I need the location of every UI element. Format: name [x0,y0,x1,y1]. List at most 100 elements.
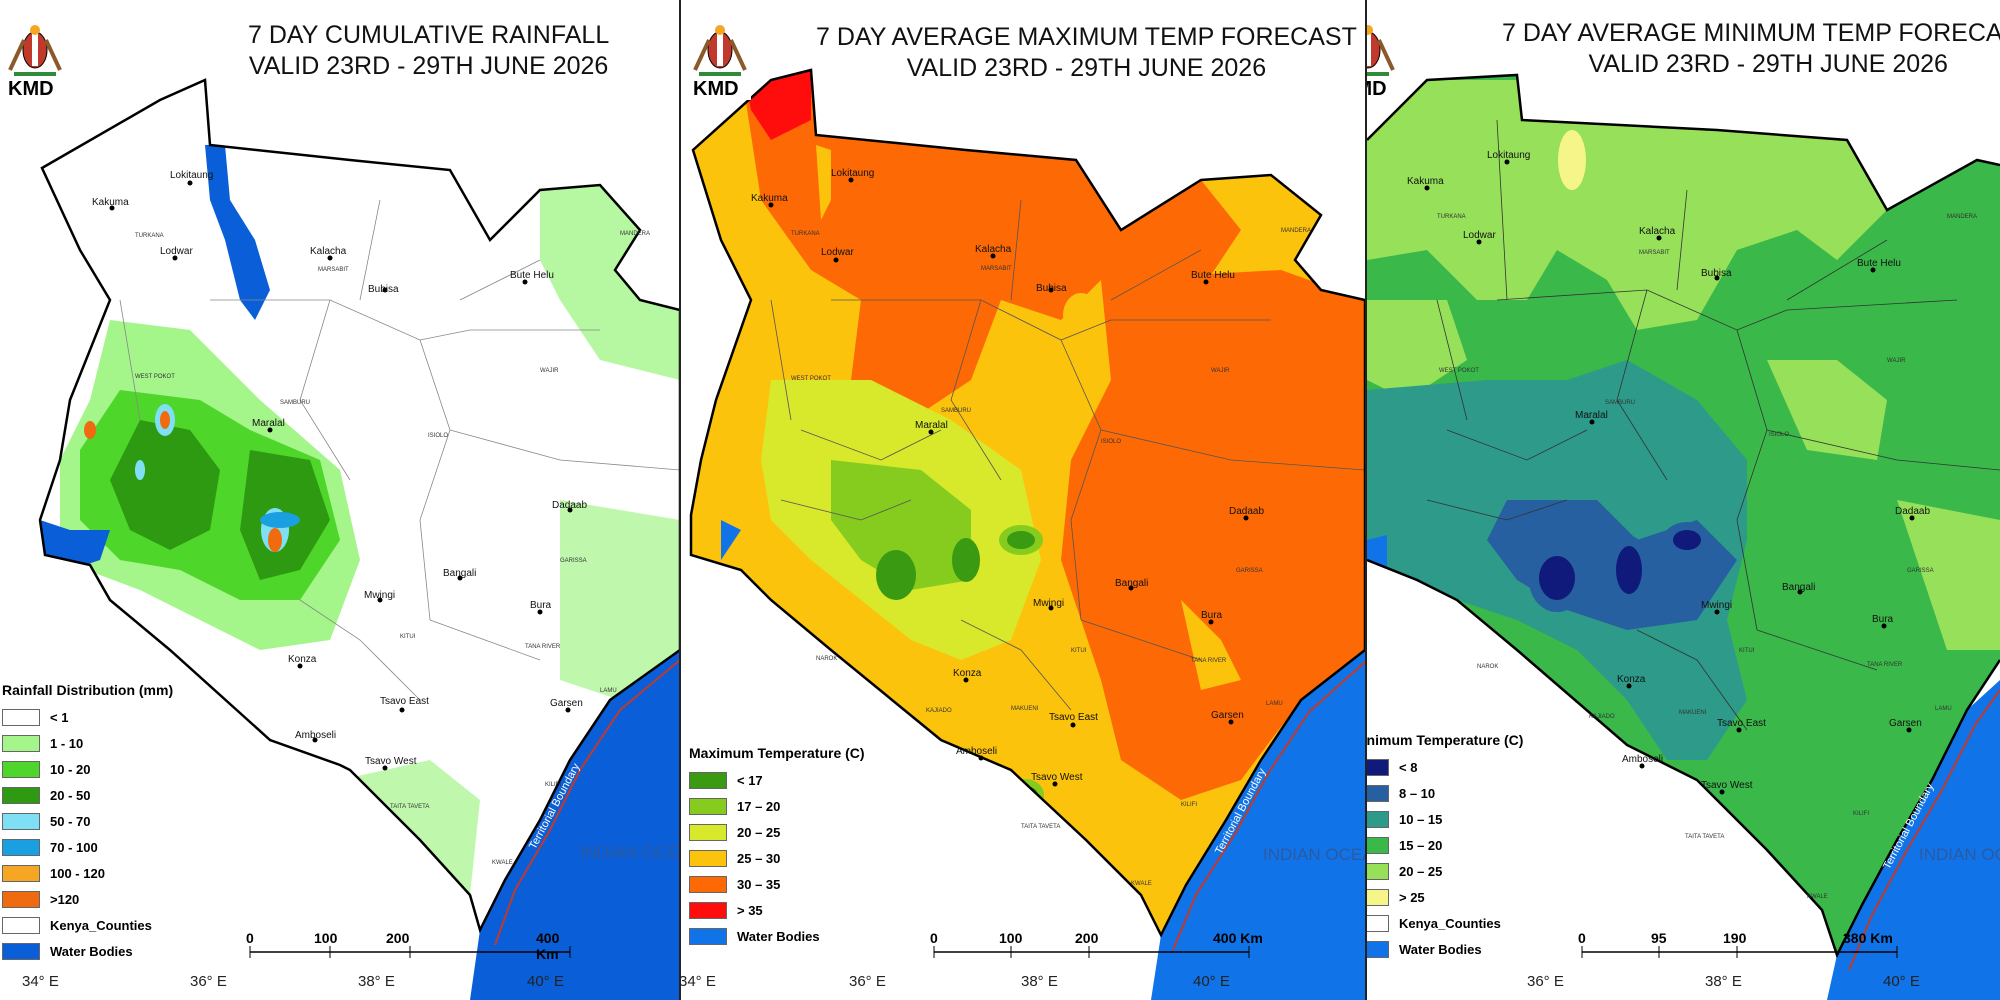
legend-swatch [2,812,40,830]
legend-swatch [1367,784,1389,802]
svg-text:WAJIR: WAJIR [1211,368,1230,374]
svg-text:MAKUENI: MAKUENI [1011,706,1039,712]
scale-tick-2: 200 [386,930,410,946]
svg-text:GARISSA: GARISSA [1236,568,1263,574]
legend-item: < 1 [2,704,173,730]
scale-tick-1: 95 [1651,930,1667,946]
town-label: Amboseli [1622,754,1663,765]
legend-item: 70 - 100 [2,834,173,860]
rainfall-panel: Territorial Boundary INDIAN OCEAN Lokita… [0,0,680,1000]
territorial-boundary-line [1172,661,1365,951]
scale-tick-0: 0 [1578,930,1586,946]
lon-label: 40° E [1883,973,1920,990]
town-label: Tsavo East [1049,712,1098,723]
lon-label: 40° E [527,973,564,990]
legend-title: Minimum Temperature (C) [1367,732,1524,748]
legend-label: > 25 [1399,889,1425,905]
town-label: Bura [530,600,552,611]
legend-label: 20 – 25 [1399,863,1443,879]
legend-label: 25 – 30 [737,850,781,866]
town-label: Amboseli [956,746,997,757]
town-label: Bute Helu [1857,258,1901,269]
town-label: Lodwar [1463,230,1496,241]
legend-label: 8 – 10 [1399,785,1436,801]
legend-label: Water Bodies [1399,941,1482,957]
lon-label: 36° E [190,973,227,990]
town-label: Konza [1617,674,1646,685]
scale-tick-0: 0 [246,930,254,946]
legend-swatch [1367,758,1389,776]
coat-of-arms-icon [8,25,62,76]
scale-tick-2: 190 [1723,930,1747,946]
legend-label: 10 – 15 [1399,811,1443,827]
legend-item: < 8 [1367,754,1523,780]
indian-ocean [1151,650,1365,1000]
legend-item: Kenya_Counties [2,912,173,938]
kmd-logo: KMD [689,20,751,100]
svg-text:ISIOLO: ISIOLO [428,433,448,439]
svg-text:WEST POKOT: WEST POKOT [791,376,831,382]
kmd-logo: KMD [4,20,66,100]
legend-item: 1 - 10 [2,730,173,756]
town-label: Konza [288,654,317,665]
legend-label: 50 - 70 [50,813,91,829]
legend-title: Rainfall Distribution (mm) [2,682,174,698]
svg-text:KILIFI: KILIFI [1853,811,1869,817]
rainfall-map: Territorial Boundary INDIAN OCEAN Lokita… [0,0,680,1000]
legend-item: > 25 [1367,884,1523,910]
legend-label: Kenya_Counties [1399,915,1501,931]
svg-text:TAITA TAVETA: TAITA TAVETA [1021,824,1060,830]
legend-swatch [2,838,40,856]
legend-swatch [2,708,40,726]
svg-text:KILIFI: KILIFI [1181,802,1197,808]
town-label: Bangali [1115,578,1148,589]
legend-label: 20 - 50 [50,787,91,803]
svg-text:KWALE: KWALE [1131,881,1152,887]
ocean-label: INDIAN OCEAN [1919,845,2000,864]
kmd-label: KMD [1367,78,1387,100]
legend-label: Kenya_Counties [50,917,152,933]
town-label: Garsen [1889,718,1922,729]
svg-text:KAJIADO: KAJIADO [1589,714,1615,720]
lon-label: 38° E [358,973,395,990]
legend-label: 15 – 20 [1399,837,1443,853]
lon-label: 34° E [681,973,716,990]
legend-swatch [2,760,40,778]
town-label: Kalacha [1639,226,1676,237]
svg-text:ISIOLO: ISIOLO [1101,439,1121,445]
legend-swatch [1367,914,1389,932]
svg-text:SAMBURU: SAMBURU [1605,400,1635,406]
kenya-border [689,68,1365,938]
legend-swatch [689,823,727,841]
rainfall-title: 7 DAY CUMULATIVE RAINFALL VALID 23RD - 2… [248,21,610,80]
svg-text:GARISSA: GARISSA [560,558,587,564]
town-label: Konza [953,668,982,679]
legend-item: >120 [2,886,173,912]
lon-label: 38° E [1021,973,1058,990]
town-label: Lokitaung [831,168,874,179]
kmd-logo: KMD [1367,20,1399,100]
town-label: Lokitaung [1487,150,1530,161]
town-label: Dadaab [1895,506,1930,517]
town-label: Bute Helu [510,270,554,281]
scale-bar: 0 95 190 380 Km [1577,930,1907,970]
lon-label: 40° E [1193,973,1230,990]
town-label: Kakuma [92,197,129,208]
legend-item: 10 – 15 [1367,806,1523,832]
ocean-label: INDIAN OCEAN [1263,845,1365,864]
svg-text:TANA RIVER: TANA RIVER [1191,658,1227,664]
legend-item: Water Bodies [2,938,173,964]
legend-label: 70 - 100 [50,839,98,855]
max-temp-map: Territorial Boundary INDIAN OCEAN Lokita… [681,0,1365,1000]
town-label: Dadaab [552,500,587,511]
legend-item: Water Bodies [1367,936,1523,962]
town-label: Garsen [1211,710,1244,721]
legend-item: 20 – 25 [689,819,865,845]
town-label: Tsavo East [380,696,429,707]
legend-swatch [689,927,727,945]
town-label: Bura [1201,610,1223,621]
lon-label: 38° E [1705,973,1742,990]
kenya-border [1367,73,2000,959]
svg-text:KITUI: KITUI [1071,648,1087,654]
town-label: Mwingi [364,590,395,601]
